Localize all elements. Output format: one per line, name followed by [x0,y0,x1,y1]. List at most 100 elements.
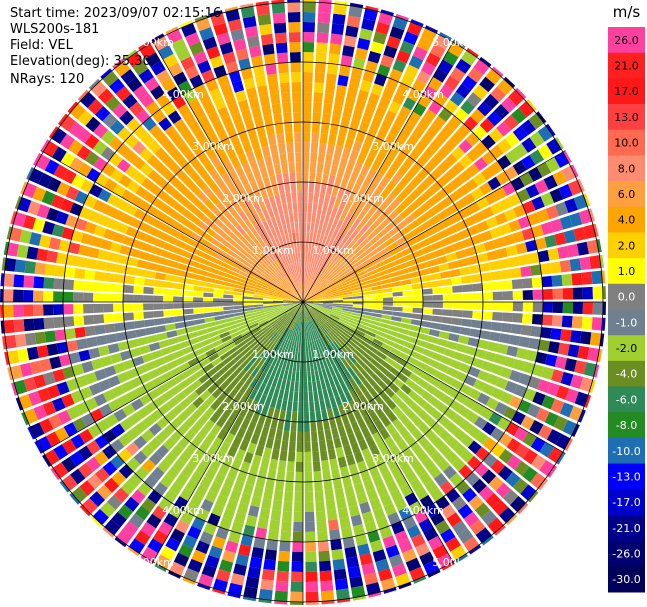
velocity-gate [277,419,285,431]
velocity-gate [385,544,400,558]
velocity-gate [424,479,439,494]
velocity-gate [311,132,320,143]
velocity-gate [577,178,585,192]
velocity-gate [375,243,387,253]
velocity-gate [173,282,185,290]
velocity-gate [479,76,496,93]
velocity-gate [129,194,143,207]
velocity-gate [314,277,322,287]
velocity-gate [202,343,214,352]
azimuth-spokes [0,0,606,605]
velocity-gate [189,41,204,56]
velocity-gate [299,242,303,253]
velocity-gate [532,289,543,300]
velocity-gate [241,109,253,122]
velocity-gate [166,330,178,339]
velocity-gate [377,228,388,239]
velocity-gate [94,368,107,381]
velocity-gate [191,435,204,448]
velocity-gate [196,507,210,522]
ring-label: 3.00km [192,140,234,153]
velocity-gate [285,192,292,204]
colorbar-segment [608,206,645,233]
velocity-gate [290,581,303,592]
velocity-gate [282,348,288,360]
velocity-gate [461,75,478,91]
velocity-gate [318,440,327,452]
velocity-gate [342,304,353,307]
velocity-gate [89,382,103,396]
velocity-gate [324,236,331,247]
velocity-gate [136,259,149,269]
velocity-gate [262,373,271,385]
velocity-gate [100,68,113,80]
velocity-gate [310,263,316,274]
velocity-gate [296,293,303,302]
velocity-gate [488,128,504,143]
velocity-gate [295,294,303,302]
velocity-gate [258,245,268,256]
velocity-gate [189,493,204,507]
colorbar-segment [608,232,645,259]
velocity-gate [373,184,385,197]
velocity-gate [467,455,482,471]
velocity-gate [260,337,270,347]
velocity-gate [416,70,431,85]
ring-label: 1.00km [312,348,354,361]
velocity-gate [216,74,230,88]
velocity-gate [295,302,303,310]
velocity-gate [381,342,393,352]
velocity-gate [541,275,553,288]
velocity-gate [367,423,378,436]
velocity-gate [491,387,504,401]
velocity-gate [289,42,301,53]
velocity-gate [184,320,196,327]
velocity-gate [156,383,169,395]
velocity-gate [291,371,296,382]
velocity-gate [336,497,347,510]
velocity-gate [527,252,540,264]
velocity-gate [318,193,325,204]
velocity-gate [214,343,226,352]
velocity-gate [329,314,340,320]
velocity-gate [414,486,429,501]
velocity-gate [224,6,238,13]
velocity-gate [385,398,397,410]
velocity-gate [271,103,282,115]
velocity-gate [251,342,261,352]
velocity-gate [539,442,555,458]
velocity-gate [228,270,239,277]
velocity-gate [363,333,375,342]
velocity-gate [392,311,403,317]
velocity-gate [396,332,408,341]
velocity-gate [323,272,332,281]
velocity-gate [253,304,264,308]
velocity-gate [314,329,320,340]
velocity-gate [380,54,394,68]
velocity-gate [305,581,319,592]
velocity-gate [562,302,573,314]
velocity-gate [368,180,379,193]
velocity-gate [135,364,148,376]
velocity-gate [256,262,266,271]
velocity-gate [217,106,230,120]
velocity-gate [196,352,208,362]
velocity-gate [453,39,466,49]
velocity-gate [403,231,415,242]
colorbar-title: m/s [613,3,641,21]
velocity-gate [528,167,543,182]
velocity-gate [151,218,164,230]
velocity-gate [473,379,486,392]
colorbar-segment [608,412,645,439]
velocity-gate [250,138,261,150]
velocity-gate [392,418,404,431]
velocity-gate [551,315,563,327]
velocity-gate [233,352,244,363]
velocity-gate [372,305,383,310]
ring-label: 2.00km [222,192,264,205]
velocity-gate [269,318,279,326]
velocity-gate [284,122,293,133]
velocity-gate [340,333,350,342]
velocity-gate [406,237,419,247]
velocity-gate [191,549,207,564]
